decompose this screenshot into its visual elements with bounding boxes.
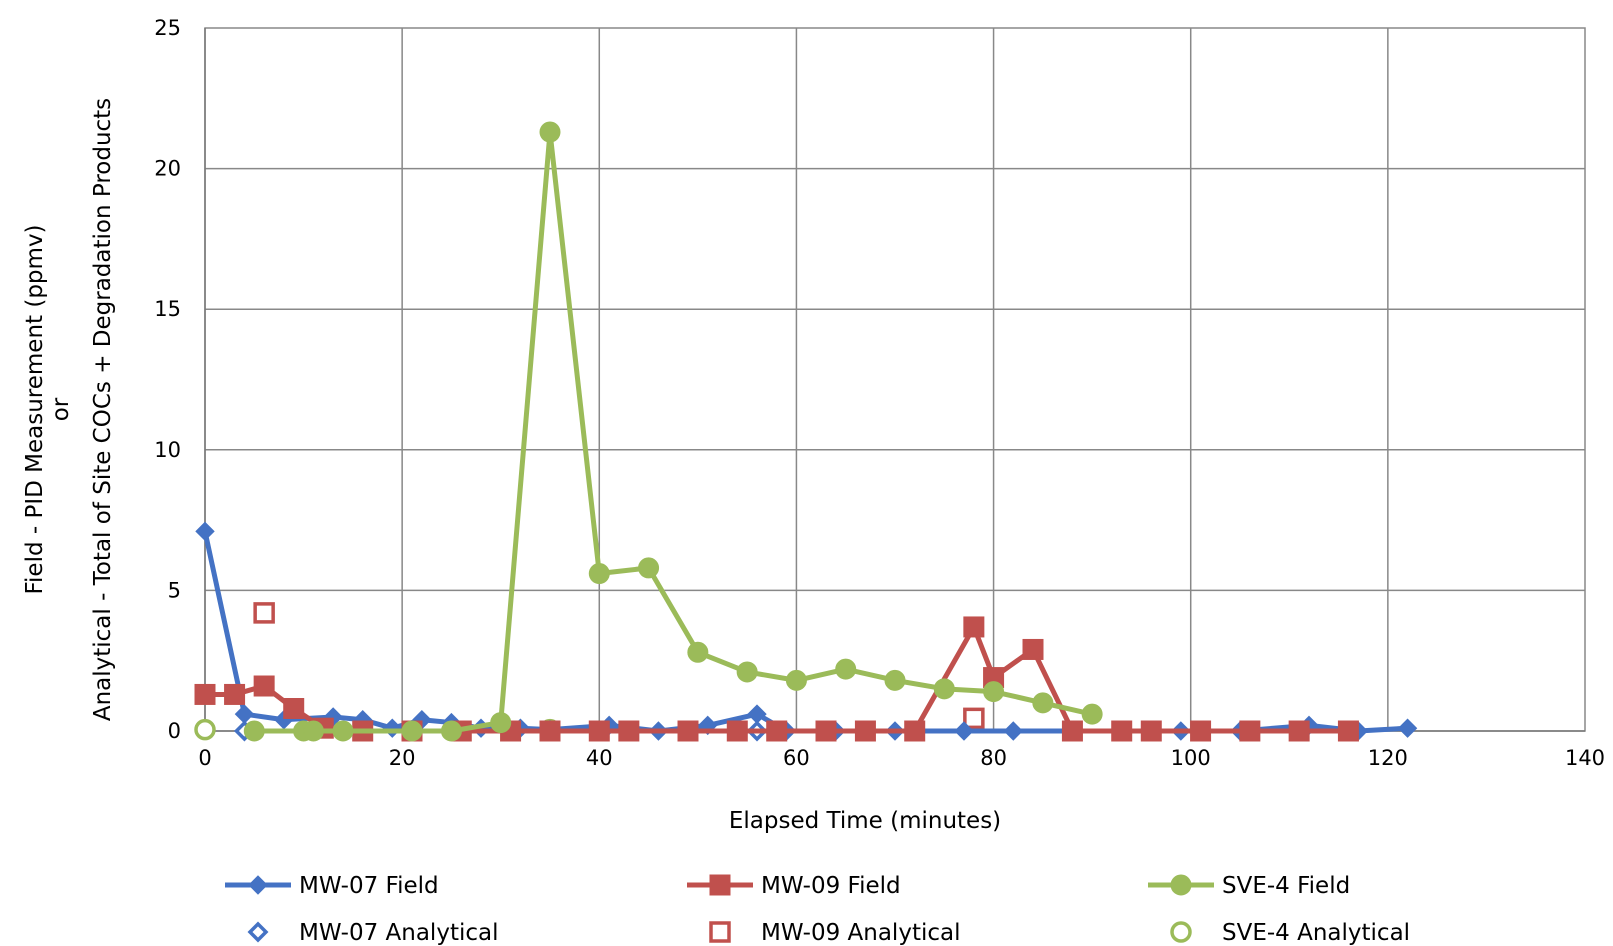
data-point-sve-4-field — [588, 563, 610, 585]
legend-item-sve-4-analytical: SVE-4 Analytical — [1170, 920, 1410, 946]
data-point-mw-07-field — [382, 718, 402, 738]
x-tick-label: 80 — [980, 746, 1007, 770]
x-tick-label: 100 — [1171, 746, 1211, 770]
data-point-mw-09-field — [194, 683, 216, 705]
data-point-mw-09-analytical — [253, 602, 275, 624]
data-point-sve-4-field — [490, 712, 512, 734]
data-point-sve-4-field — [1081, 703, 1103, 725]
data-point-mw-07-field — [1003, 721, 1023, 741]
data-point-mw-09-field — [677, 720, 699, 742]
data-point-sve-4-field — [332, 720, 354, 742]
series-mw-07-field — [195, 521, 1418, 741]
x-tick-label: 40 — [586, 746, 613, 770]
data-point-mw-09-field — [1022, 638, 1044, 660]
legend-swatch-marker — [1170, 874, 1192, 896]
data-point-mw-09-field — [253, 675, 275, 697]
data-point-sve-4-field — [638, 557, 660, 579]
x-tick-label: 20 — [389, 746, 416, 770]
data-point-mw-07-field — [1397, 718, 1418, 738]
legend-swatch-marker — [1170, 921, 1192, 943]
data-point-sve-4-field — [983, 681, 1005, 703]
data-point-mw-09-field — [766, 720, 788, 742]
data-point-mw-09-field — [1140, 720, 1162, 742]
legend-item-mw-07-field: MW-07 Field — [225, 873, 439, 899]
data-point-sve-4-field — [884, 669, 906, 691]
legend-swatch-marker — [709, 874, 731, 896]
legend-label: SVE-4 Analytical — [1222, 920, 1410, 946]
data-point-mw-09-field — [815, 720, 837, 742]
data-point-sve-4-field — [933, 678, 955, 700]
legend-item-mw-07-analytical: MW-07 Analytical — [247, 920, 498, 946]
data-point-mw-09-field — [1239, 720, 1261, 742]
x-tick-label: 0 — [198, 746, 211, 770]
x-tick-label: 140 — [1565, 746, 1605, 770]
y-tick-label: 10 — [154, 438, 181, 462]
legend-label: MW-07 Analytical — [299, 920, 498, 946]
data-point-mw-09-field — [588, 720, 610, 742]
legend-label: SVE-4 Field — [1222, 873, 1350, 899]
data-point-sve-4-field — [785, 669, 807, 691]
data-point-mw-09-analytical — [963, 707, 985, 730]
data-point-mw-09-field — [854, 720, 876, 742]
data-point-mw-09-field — [618, 720, 640, 742]
data-point-sve-4-field — [835, 658, 857, 680]
y-tick-label: 25 — [154, 16, 181, 40]
data-point-sve-4-field — [401, 720, 423, 742]
y-tick-label: 20 — [154, 157, 181, 181]
data-point-mw-09-field — [726, 720, 748, 742]
data-point-sve-4-field — [539, 121, 561, 143]
data-point-mw-09-field — [904, 720, 926, 742]
plot-area-frame — [204, 27, 1586, 732]
legend-item-mw-09-field: MW-09 Field — [687, 873, 901, 899]
data-point-sve-4-field — [687, 641, 709, 663]
legend-swatch-marker — [709, 921, 731, 943]
series-group — [194, 121, 1418, 742]
x-tick-label: 120 — [1368, 746, 1408, 770]
y-axis-title-line: Field - PID Measurement (ppmv) — [22, 224, 48, 594]
data-point-mw-09-field — [539, 720, 561, 742]
y-tick-label: 0 — [168, 719, 181, 743]
series-line-mw-07-field — [202, 528, 1411, 734]
data-point-mw-07-field — [747, 704, 767, 724]
data-point-mw-09-field — [224, 683, 246, 705]
legend: MW-07 Field MW-09 Field SVE-4 Field MW-07 A… — [225, 873, 1410, 946]
data-point-mw-07-field — [195, 521, 215, 542]
series-mw-09-analytical — [253, 602, 985, 730]
y-axis-title-line: Analytical - Total of Site COCs + Degrad… — [90, 98, 116, 721]
y-tick-label: 5 — [168, 578, 181, 602]
data-point-mw-09-field — [963, 616, 985, 638]
data-point-mw-09-field — [283, 698, 305, 720]
legend-swatch-marker — [248, 875, 268, 895]
data-point-sve-4-field — [736, 661, 758, 683]
legend-label: MW-07 Field — [299, 873, 439, 899]
data-point-sve-4-analytical — [194, 718, 216, 741]
legend-item-sve-4-field: SVE-4 Field — [1148, 873, 1350, 899]
data-point-sve-4-field — [243, 720, 265, 742]
data-point-mw-09-field — [1061, 720, 1083, 742]
y-axis-title-line: or — [48, 397, 74, 421]
y-tick-label: 15 — [154, 297, 181, 321]
legend-item-mw-09-analytical: MW-09 Analytical — [709, 920, 960, 946]
data-point-sve-4-field — [1032, 692, 1054, 714]
data-point-mw-09-field — [1337, 720, 1359, 742]
axes: 0 20 40 60 80 100 120 140 0 5 10 15 20 25 Elapsed Time… — [22, 16, 1605, 834]
series-sve-4-field — [243, 121, 1103, 742]
data-point-sve-4-field — [440, 720, 462, 742]
data-point-mw-09-field — [1111, 720, 1133, 742]
legend-swatch-marker — [247, 921, 269, 943]
gridlines — [204, 27, 1586, 732]
data-point-mw-07-field — [954, 721, 974, 741]
legend-label: MW-09 Field — [761, 873, 901, 899]
legend-label: MW-09 Analytical — [761, 920, 960, 946]
x-tick-label: 60 — [783, 746, 810, 770]
data-point-mw-09-field — [1190, 720, 1212, 742]
data-point-mw-07-field — [234, 704, 255, 724]
data-point-mw-09-field — [1288, 720, 1310, 742]
data-point-sve-4-field — [302, 720, 324, 742]
x-axis-title: Elapsed Time (minutes) — [729, 808, 1001, 834]
